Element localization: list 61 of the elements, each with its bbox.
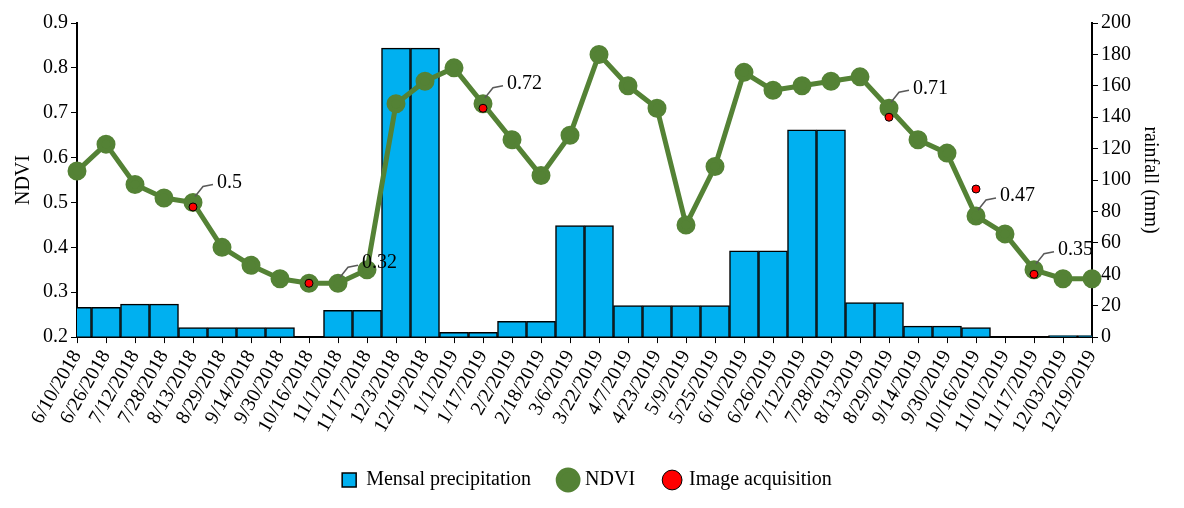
point — [647, 98, 667, 118]
point — [879, 98, 899, 118]
y2-tick-label: 60 — [1101, 230, 1121, 253]
point — [589, 44, 609, 64]
point — [937, 143, 957, 163]
y2-tick-label: 100 — [1101, 167, 1131, 190]
point — [618, 76, 638, 96]
y-tick-label: 0.5 — [43, 189, 68, 212]
point — [1082, 269, 1102, 289]
y2-tick-label: 140 — [1101, 104, 1131, 127]
point — [995, 224, 1015, 244]
point — [241, 255, 261, 275]
y2-tick-label: 40 — [1101, 261, 1121, 284]
point — [415, 71, 435, 91]
point — [502, 130, 522, 150]
legend-label: Image acquisition — [689, 467, 832, 491]
legend-label: NDVI — [585, 467, 636, 490]
y2-tick-label: 0 — [1101, 324, 1111, 347]
point — [705, 157, 725, 177]
point — [908, 130, 928, 150]
point — [444, 58, 464, 78]
point — [125, 175, 145, 195]
y2-tick-label: 120 — [1101, 135, 1131, 158]
annotation: 0.35 — [1058, 237, 1093, 260]
y2-tick-label: 160 — [1101, 73, 1131, 96]
point — [1053, 269, 1073, 289]
point — [821, 71, 841, 91]
annotation: 0.72 — [507, 71, 542, 94]
y-tick-label: 0.3 — [43, 279, 68, 302]
point — [386, 94, 406, 114]
point — [154, 188, 174, 208]
y-tick-label: 0.8 — [43, 55, 68, 78]
annotation: 0.32 — [362, 250, 397, 273]
point — [792, 76, 812, 96]
legend-label: Mensal precipitation — [366, 467, 532, 491]
point — [270, 269, 290, 289]
point — [328, 273, 348, 293]
point — [560, 125, 580, 145]
point — [531, 166, 551, 186]
y2-tick-label: 80 — [1101, 198, 1121, 221]
y2-tick-label: 20 — [1101, 292, 1121, 315]
annotation: 0.47 — [1000, 183, 1035, 206]
point — [763, 80, 783, 100]
y2-axis-title: rainfall (mm) — [1139, 126, 1163, 234]
point — [850, 67, 870, 87]
annotation: 0.5 — [217, 169, 242, 192]
point — [96, 134, 116, 154]
point — [676, 215, 696, 235]
point — [734, 62, 754, 82]
y-axis-title: NDVI — [11, 155, 34, 206]
y-tick-label: 0.6 — [43, 144, 68, 167]
y-tick-label: 0.2 — [43, 324, 68, 347]
y-tick-label: 0.7 — [43, 99, 68, 122]
point — [966, 206, 986, 226]
y-tick-label: 0.9 — [43, 10, 68, 33]
annotation: 0.71 — [913, 75, 948, 98]
y2-tick-label: 180 — [1101, 41, 1131, 64]
point — [67, 161, 87, 181]
point — [212, 237, 232, 257]
y2-tick-label: 200 — [1101, 10, 1131, 33]
y-tick-label: 0.4 — [43, 234, 68, 257]
